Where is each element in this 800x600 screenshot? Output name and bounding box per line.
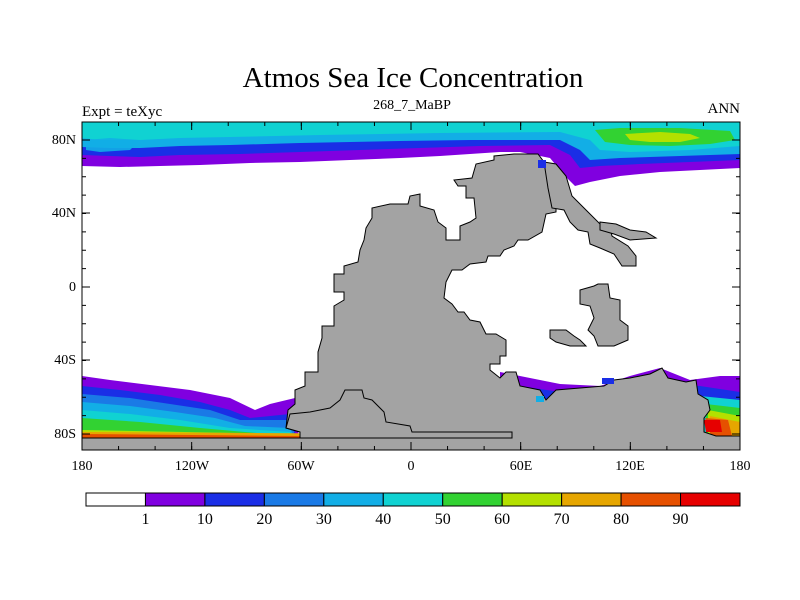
colorbar-label: 20	[256, 511, 272, 528]
colorbar-swatch	[620, 492, 682, 507]
x-tick-label: 180	[72, 459, 93, 474]
colorbar-swatch	[263, 492, 325, 507]
colorbar-label: 30	[316, 511, 332, 528]
y-tick-label: 0	[69, 280, 76, 295]
colorbar-label: 60	[494, 511, 510, 528]
colorbar-label: 90	[673, 511, 689, 528]
x-tick-label: 180	[730, 459, 751, 474]
colorbar-swatch	[144, 492, 206, 507]
colorbar	[85, 492, 741, 507]
colorbar-swatch	[382, 492, 444, 507]
plot-area	[82, 122, 740, 450]
map-subtitle: 268_7_MaBP	[373, 98, 451, 113]
colorbar-label: 10	[197, 511, 213, 528]
colorbar-swatch	[501, 492, 563, 507]
colorbar-label: 1	[141, 511, 149, 528]
land-masses	[82, 153, 740, 450]
colorbar-swatch	[85, 492, 146, 507]
colorbar-swatch	[561, 492, 622, 507]
colorbar-swatch	[204, 492, 265, 507]
colorbar-swatch	[680, 492, 741, 507]
colorbar-swatch	[323, 492, 384, 507]
x-axis-labels: 180 120W 60W 0 60E 120E 180	[72, 459, 751, 474]
x-tick-label: 120W	[175, 459, 210, 474]
colorbar-label: 50	[435, 511, 451, 528]
x-tick-label: 0	[408, 459, 415, 474]
map-title: Atmos Sea Ice Concentration	[242, 62, 584, 94]
colorbar-label: 40	[375, 511, 391, 528]
colorbar-labels: 1 10 20 30 40 50 60 70 80 90	[141, 511, 688, 528]
colorbar-label: 80	[613, 511, 629, 528]
x-tick-label: 60E	[510, 459, 533, 474]
x-tick-label: 120E	[615, 459, 645, 474]
x-tick-label: 60W	[287, 459, 315, 474]
colorbar-swatch	[442, 492, 503, 507]
y-axis-labels: 80N 40N 0 40S 80S	[52, 133, 76, 442]
marginal-ice-cells	[536, 160, 614, 402]
axis-ticks	[81, 122, 741, 450]
y-tick-label: 40S	[54, 353, 76, 368]
season-label: ANN	[707, 101, 741, 117]
experiment-label: Expt = teXyc	[82, 104, 163, 120]
y-tick-label: 80S	[54, 427, 76, 442]
north-ice-field	[82, 122, 740, 186]
y-tick-label: 80N	[52, 133, 76, 148]
colorbar-label: 70	[554, 511, 570, 528]
y-tick-label: 40N	[52, 206, 76, 221]
